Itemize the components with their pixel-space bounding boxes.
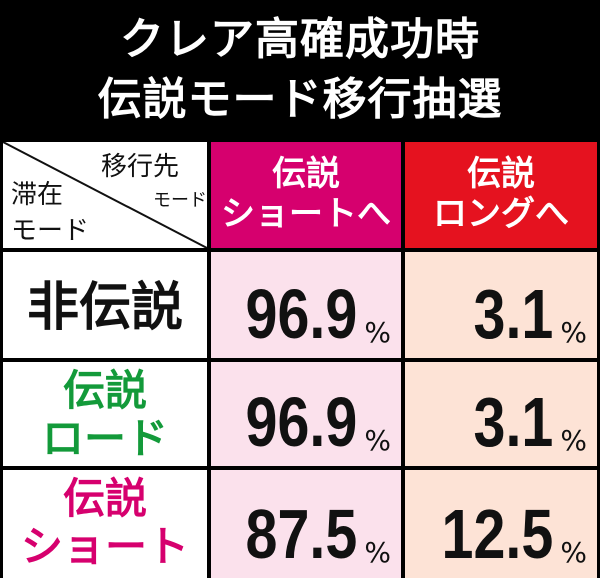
row-label-line-1: 伝説 (62, 474, 147, 523)
row-label-line-1: 伝説 (62, 366, 147, 415)
title-line-2: 伝説モード移行抽選 (97, 74, 503, 125)
row-label-line-2: ショート (20, 522, 189, 571)
corner-diagonal-line (3, 142, 207, 248)
destination-mode-label-1: 移行先 (101, 152, 180, 182)
row-label-legend-road: 伝説 ロード (3, 362, 207, 466)
row-label-non-legend: 非伝説 (3, 252, 207, 358)
value-number: 3.1 (473, 275, 553, 353)
value-number: 96.9 (245, 275, 357, 353)
value-number: 87.5 (245, 495, 357, 573)
percent-sign: % (364, 424, 391, 457)
value-number: 3.1 (473, 383, 553, 461)
percent-sign: % (560, 424, 587, 457)
row-label-legend-short: 伝説 ショート (3, 470, 207, 578)
column-header-line-2: ロングへ (433, 194, 569, 234)
header-corner-cell: 移行先 モード 滞在 モード (3, 142, 207, 248)
column-header-legend-long: 伝説 ロングへ (405, 142, 597, 248)
value-cell-long: 3.1 % (405, 252, 597, 358)
value-cell-short: 96.9 % (211, 362, 401, 466)
destination-mode-label-2: モード (153, 190, 207, 211)
value-number: 96.9 (245, 383, 357, 461)
percent-sign: % (560, 316, 587, 349)
value-cell-long: 3.1 % (405, 362, 597, 466)
column-header-line-1: 伝説 (272, 154, 340, 194)
column-header-legend-short: 伝説 ショートへ (211, 142, 401, 248)
column-header-line-1: 伝説 (467, 154, 535, 194)
title-line-1: クレア高確成功時 (120, 14, 480, 65)
value-cell-short: 96.9 % (211, 252, 401, 358)
current-mode-label-2: モード (11, 216, 90, 246)
percent-sign: % (364, 536, 391, 569)
value-cell-short: 87.5 % (211, 470, 401, 578)
percent-sign: % (364, 316, 391, 349)
percent-sign: % (560, 536, 587, 569)
row-label-text: 非伝説 (26, 278, 183, 338)
current-mode-label-1: 滞在 (11, 180, 64, 210)
title: クレア高確成功時 伝説モード移行抽選 (0, 0, 600, 140)
column-header-line-2: ショートへ (221, 194, 391, 234)
row-label-line-2: ロード (41, 414, 168, 463)
value-cell-long: 12.5 % (405, 470, 597, 578)
value-number: 12.5 (441, 495, 553, 573)
